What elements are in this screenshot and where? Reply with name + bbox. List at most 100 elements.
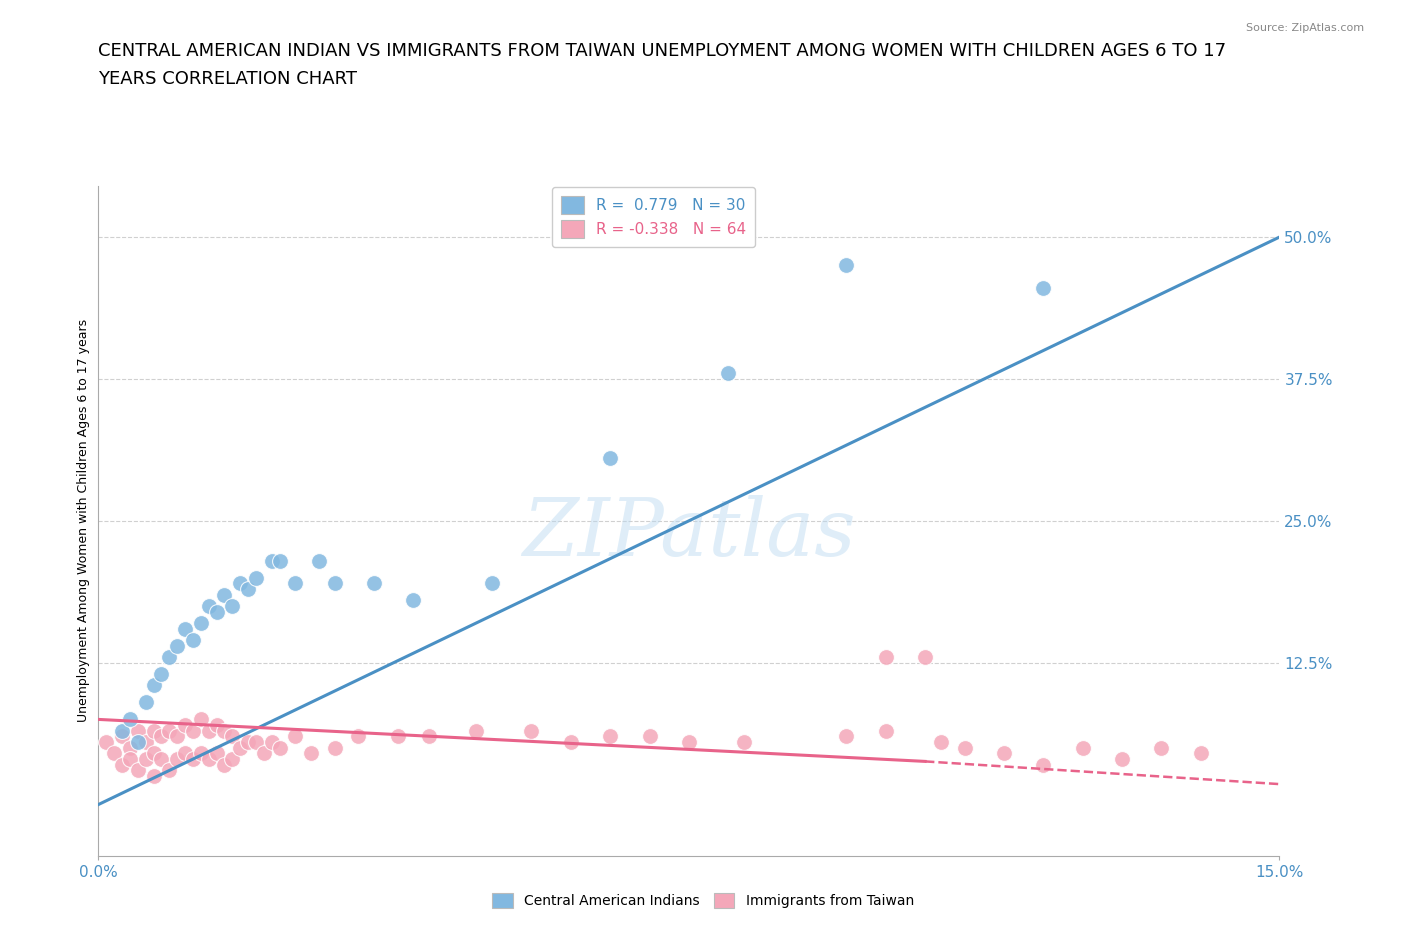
Point: [465, 724, 488, 738]
Point: [142, 746, 165, 761]
Point: [118, 740, 141, 755]
Point: [157, 724, 180, 738]
Point: [229, 576, 252, 591]
Text: YEARS CORRELATION CHART: YEARS CORRELATION CHART: [98, 70, 357, 87]
Point: [221, 729, 243, 744]
Point: [142, 678, 165, 693]
Point: [214, 724, 236, 738]
Point: [299, 746, 322, 761]
Point: [1071, 740, 1094, 755]
Point: [111, 757, 134, 772]
Point: [181, 724, 204, 738]
Point: [599, 729, 621, 744]
Point: [174, 746, 197, 761]
Point: [245, 735, 267, 750]
Point: [190, 616, 212, 631]
Text: Source: ZipAtlas.com: Source: ZipAtlas.com: [1246, 23, 1364, 33]
Point: [111, 724, 134, 738]
Point: [214, 757, 236, 772]
Point: [953, 740, 976, 755]
Point: [875, 724, 897, 738]
Point: [157, 763, 180, 777]
Point: [205, 746, 228, 761]
Point: [717, 365, 740, 380]
Point: [157, 649, 180, 664]
Point: [835, 258, 858, 272]
Point: [118, 751, 141, 766]
Point: [197, 751, 219, 766]
Point: [284, 729, 307, 744]
Point: [560, 735, 582, 750]
Point: [269, 553, 291, 568]
Point: [347, 729, 370, 744]
Point: [150, 729, 173, 744]
Point: [142, 724, 165, 738]
Point: [135, 695, 157, 710]
Point: [733, 735, 755, 750]
Point: [638, 729, 661, 744]
Point: [181, 632, 204, 647]
Point: [150, 751, 173, 766]
Point: [835, 729, 858, 744]
Point: [205, 718, 228, 733]
Point: [308, 553, 330, 568]
Point: [323, 576, 346, 591]
Point: [142, 769, 165, 784]
Point: [253, 746, 276, 761]
Point: [214, 587, 236, 602]
Point: [363, 576, 385, 591]
Point: [166, 729, 188, 744]
Point: [166, 751, 188, 766]
Point: [135, 735, 157, 750]
Point: [103, 746, 125, 761]
Point: [481, 576, 503, 591]
Point: [402, 592, 425, 607]
Point: [1111, 751, 1133, 766]
Point: [190, 746, 212, 761]
Point: [599, 451, 621, 466]
Point: [221, 751, 243, 766]
Point: [236, 735, 259, 750]
Point: [914, 649, 936, 664]
Point: [96, 735, 118, 750]
Point: [284, 576, 307, 591]
Point: [229, 740, 252, 755]
Point: [323, 740, 346, 755]
Point: [190, 712, 212, 727]
Point: [1150, 740, 1173, 755]
Point: [127, 763, 149, 777]
Point: [875, 649, 897, 664]
Point: [111, 729, 134, 744]
Point: [135, 751, 157, 766]
Point: [197, 724, 219, 738]
Point: [127, 735, 149, 750]
Point: [260, 553, 283, 568]
Point: [678, 735, 700, 750]
Point: [174, 718, 197, 733]
Point: [1032, 757, 1054, 772]
Point: [387, 729, 409, 744]
Point: [418, 729, 440, 744]
Point: [520, 724, 543, 738]
Text: ZIPatlas: ZIPatlas: [522, 496, 856, 573]
Legend: Central American Indians, Immigrants from Taiwan: Central American Indians, Immigrants fro…: [486, 888, 920, 914]
Legend: R =  0.779   N = 30, R = -0.338   N = 64: R = 0.779 N = 30, R = -0.338 N = 64: [551, 187, 755, 246]
Y-axis label: Unemployment Among Women with Children Ages 6 to 17 years: Unemployment Among Women with Children A…: [77, 319, 90, 723]
Point: [1189, 746, 1212, 761]
Text: CENTRAL AMERICAN INDIAN VS IMMIGRANTS FROM TAIWAN UNEMPLOYMENT AMONG WOMEN WITH : CENTRAL AMERICAN INDIAN VS IMMIGRANTS FR…: [98, 42, 1226, 60]
Point: [236, 581, 259, 596]
Point: [993, 746, 1015, 761]
Point: [205, 604, 228, 619]
Point: [245, 570, 267, 585]
Point: [929, 735, 952, 750]
Point: [174, 621, 197, 636]
Point: [260, 735, 283, 750]
Point: [118, 712, 141, 727]
Point: [1032, 281, 1054, 296]
Point: [166, 638, 188, 653]
Point: [127, 724, 149, 738]
Point: [221, 599, 243, 614]
Point: [197, 599, 219, 614]
Point: [181, 751, 204, 766]
Point: [269, 740, 291, 755]
